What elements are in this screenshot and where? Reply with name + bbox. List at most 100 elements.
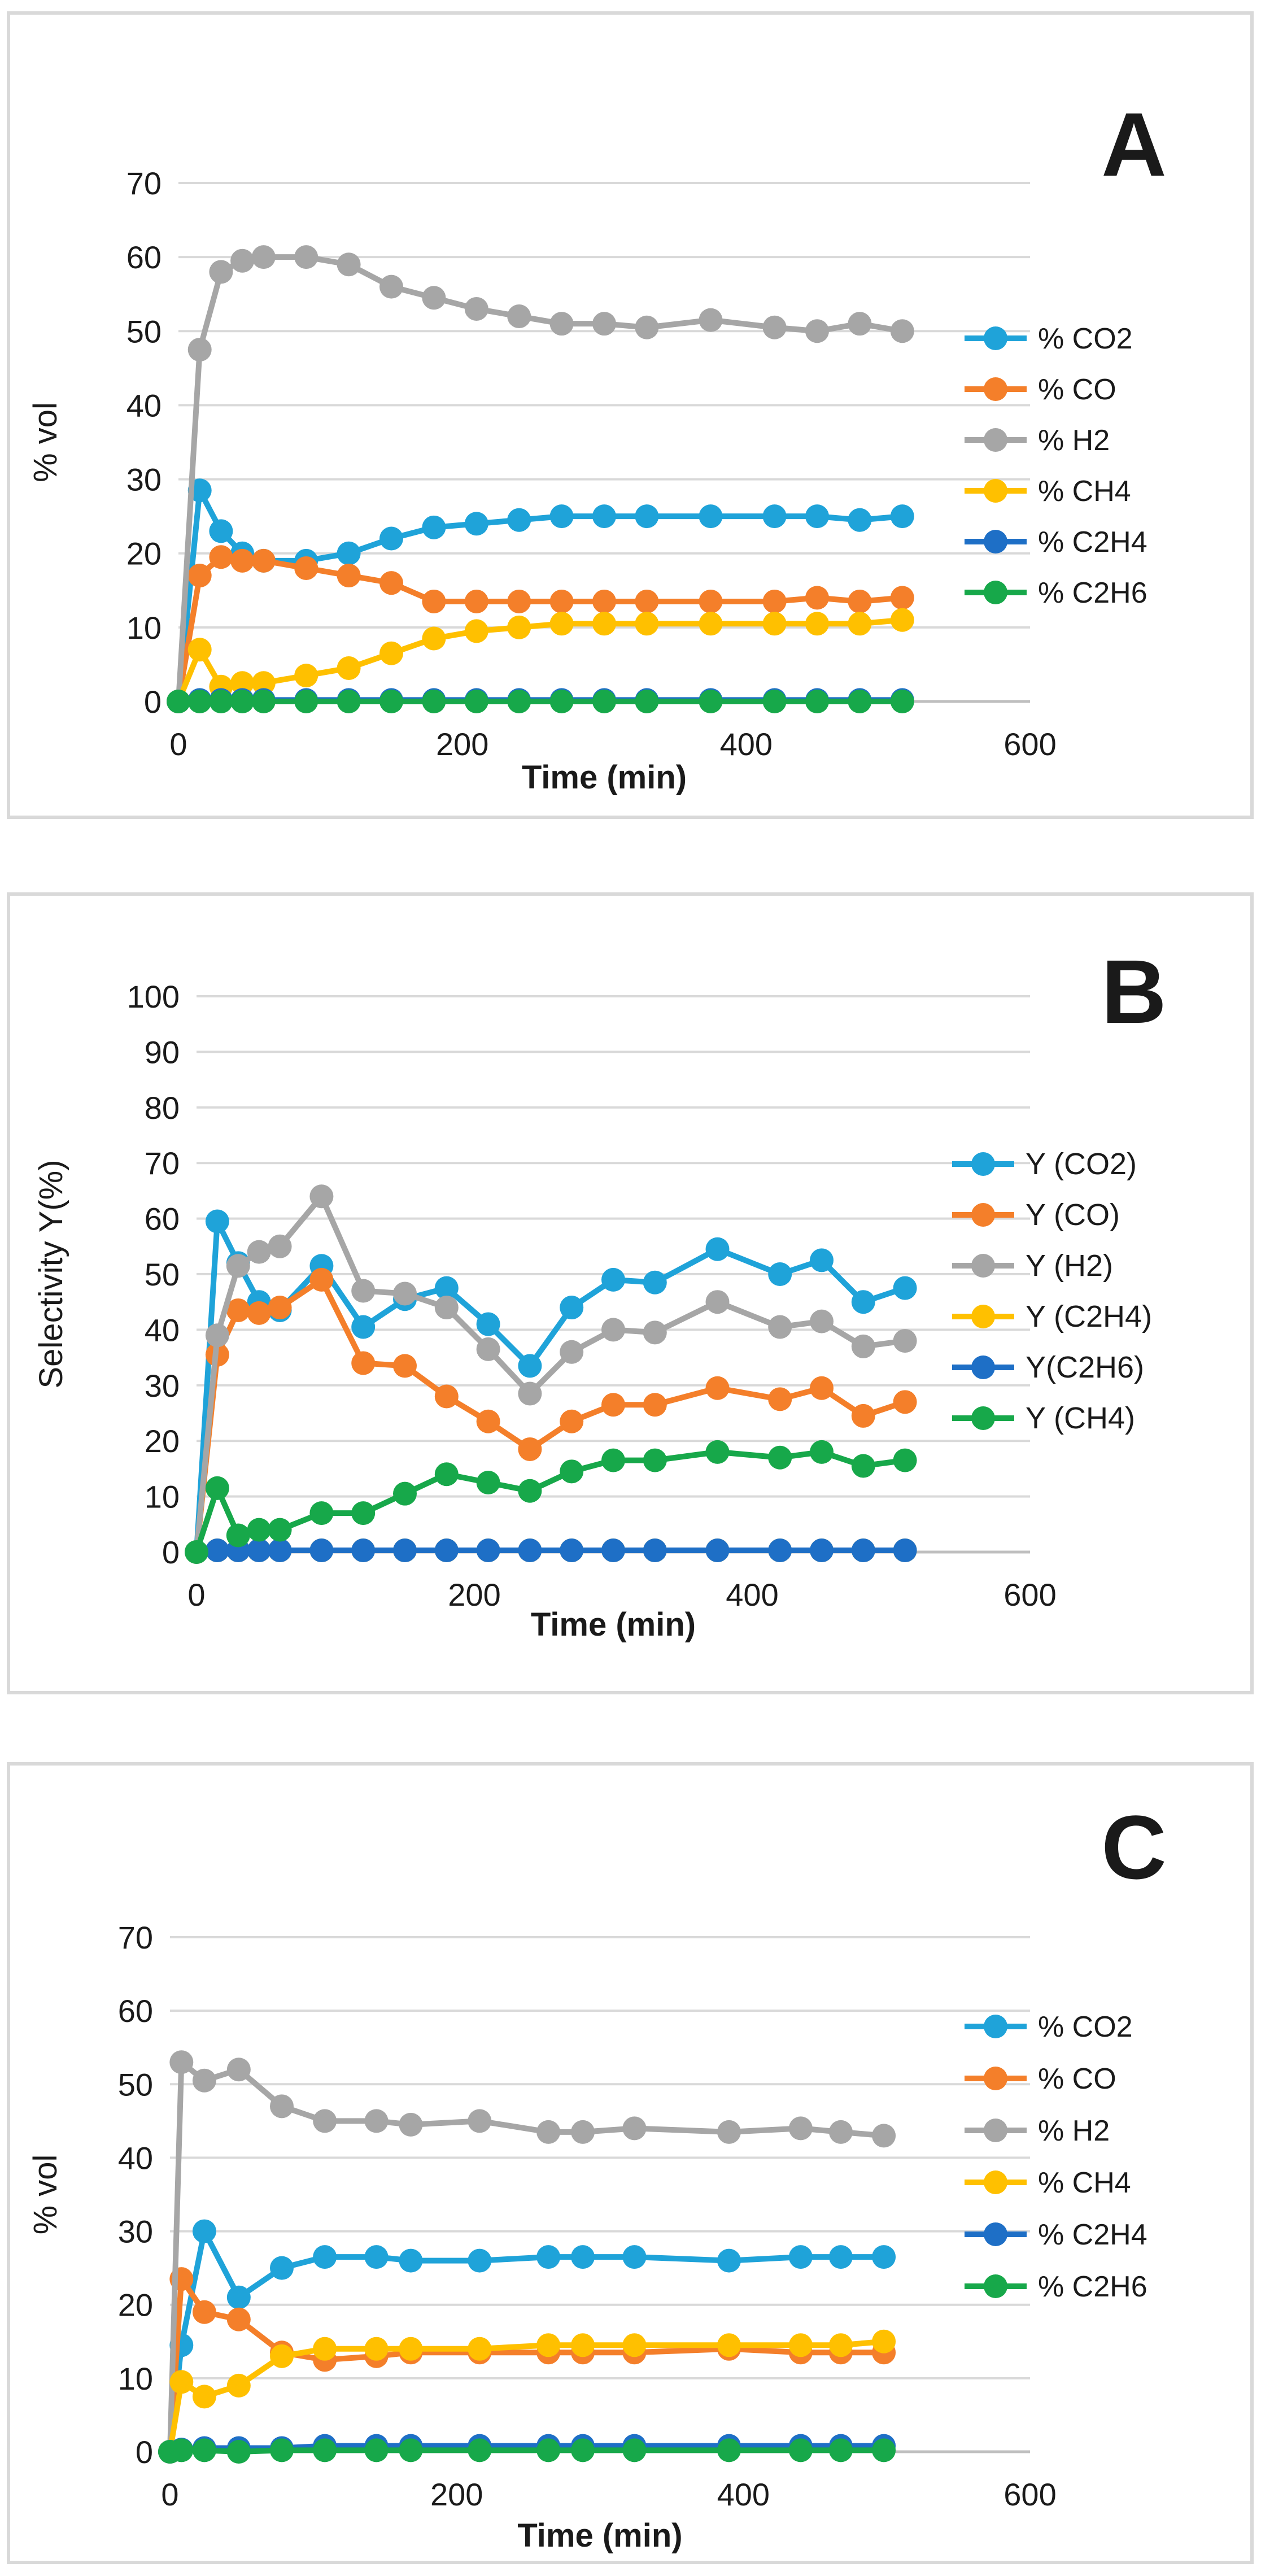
chart-c-legend-swatch-marker <box>984 2015 1007 2038</box>
chart-c-data-point <box>717 2333 741 2357</box>
chart-a-data-point <box>592 589 616 613</box>
chart-b-data-point <box>601 1318 625 1342</box>
chart-b-data-point <box>434 1296 459 1320</box>
chart-c-data-point <box>399 2112 423 2137</box>
chart-b-y-tick-label: 50 <box>145 1257 180 1292</box>
chart-a-legend-swatch-marker <box>984 581 1007 604</box>
chart-c-data-point <box>313 2109 337 2133</box>
chart-a-y-axis-title: % vol <box>27 402 64 482</box>
chart-b-data-point <box>518 1381 542 1406</box>
chart-b-data-point <box>601 1448 625 1472</box>
chart-b-data-point <box>309 1267 334 1292</box>
chart-c-data-point <box>872 2438 896 2462</box>
chart-b-y-tick-label: 20 <box>145 1423 180 1459</box>
chart-b-legend-swatch-marker <box>971 1406 995 1430</box>
chart-a-legend-entry: % CO <box>1038 373 1116 406</box>
chart-c-legend-swatch-marker <box>984 2222 1007 2246</box>
chart-b-data-point <box>309 1184 334 1209</box>
chart-b-data-point <box>893 1276 917 1300</box>
chart-a-x-tick-label: 600 <box>1003 726 1056 762</box>
chart-a-data-point <box>464 512 488 536</box>
chart-b-data-point <box>643 1270 667 1294</box>
chart-b-data-point <box>601 1538 625 1563</box>
chart-a-data-point <box>762 690 787 713</box>
chart-b-y-tick-label: 10 <box>145 1479 180 1515</box>
chart-b-y-tick-label: 70 <box>145 1145 180 1181</box>
chart-b-data-point <box>434 1462 459 1487</box>
chart-a-data-point <box>699 504 723 529</box>
chart-c-data-point <box>226 2373 251 2398</box>
chart-a-data-point <box>187 690 212 713</box>
chart-c-x-tick-label: 200 <box>430 2477 483 2512</box>
chart-c-data-point <box>192 2438 216 2462</box>
chart-panel-b: 0 10 20 30 40 50 60 70 80 90 100 0 200 400 600 Time (mi… <box>7 892 1254 1694</box>
chart-b-legend-entry: Y (CO) <box>1026 1198 1120 1232</box>
chart-c-data-point <box>364 2245 389 2269</box>
chart-a-legend-swatch-marker <box>984 479 1007 503</box>
chart-b-data-point <box>810 1248 834 1272</box>
chart-c-data-point <box>364 2109 389 2133</box>
chart-a-data-point <box>805 612 829 636</box>
chart-b-data-point <box>268 1234 292 1258</box>
chart-c-data-point <box>536 2245 561 2269</box>
chart-a-data-point <box>635 315 659 339</box>
chart-b-data-point <box>560 1340 584 1364</box>
chart-a-x-tick-label: 0 <box>169 726 187 762</box>
chart-c-data-point <box>468 2248 492 2273</box>
chart-a-data-point <box>805 586 829 610</box>
chart-b-data-point <box>476 1312 500 1336</box>
chart-c-data-point <box>536 2333 561 2357</box>
chart-a-x-tick-label: 400 <box>720 726 773 762</box>
chart-a-data-point <box>549 612 574 636</box>
chart-c-data-point <box>828 2120 853 2144</box>
chart-a-y-tick-label: 10 <box>126 610 162 646</box>
chart-b-data-point <box>643 1448 667 1472</box>
chart-a-data-point <box>187 638 212 662</box>
chart-c-data-point <box>788 2116 813 2141</box>
chart-a-data-point <box>507 615 531 639</box>
chart-c-data-point <box>788 2245 813 2269</box>
chart-a-data-point <box>635 589 659 613</box>
chart-a-data-point <box>805 319 829 343</box>
chart-c-data-point <box>571 2245 595 2269</box>
chart-c-data-point <box>872 2245 896 2269</box>
chart-c-data-point <box>536 2120 561 2144</box>
chart-b-data-point <box>893 1448 917 1472</box>
chart-b-legend-entry: Y (CO2) <box>1026 1147 1137 1181</box>
chart-a-data-point <box>848 690 872 713</box>
chart-b-data-point <box>434 1538 459 1563</box>
chart-a-data-point <box>592 690 616 713</box>
chart-b-series-line <box>194 1218 906 1553</box>
chart-b-data-point <box>476 1471 500 1494</box>
chart-c-y-tick-label: 70 <box>118 1920 153 1955</box>
chart-c-legend-entry: % CH4 <box>1038 2167 1131 2199</box>
chart-a-data-point <box>337 252 361 277</box>
chart-b-data-point <box>518 1538 542 1563</box>
chart-c-y-tick-label: 10 <box>118 2361 153 2396</box>
chart-b-data-point <box>351 1315 376 1339</box>
chart-b-data-point <box>643 1393 667 1417</box>
chart-a-x-axis-title: Time (min) <box>522 759 687 796</box>
chart-a-data-point <box>848 508 872 532</box>
chart-b-series-line <box>194 1193 906 1553</box>
chart-b-data-point <box>205 1538 229 1563</box>
chart-a-data-point <box>635 612 659 636</box>
chart-a-data-point <box>294 245 318 269</box>
chart-a-y-tick-label: 0 <box>144 684 162 720</box>
chart-a-data-point <box>230 548 255 573</box>
chart-a-panel-label: A <box>1101 94 1167 195</box>
chart-a-y-tick-label: 20 <box>126 536 162 572</box>
chart-b-data-point <box>393 1538 417 1563</box>
chart-a-y-tick-label: 60 <box>126 239 162 275</box>
chart-c-data-point <box>313 2337 337 2361</box>
chart-b-data-point <box>268 1296 292 1320</box>
chart-a-data-point <box>635 690 659 713</box>
chart-c-legend-entry: % C2H4 <box>1038 2218 1147 2251</box>
chart-b-data-point <box>768 1538 792 1563</box>
chart-b-data-point <box>601 1267 625 1292</box>
chart-a-series-line <box>176 487 903 702</box>
chart-a-data-point <box>187 338 212 362</box>
chart-b-y-tick-label: 0 <box>162 1535 180 1570</box>
chart-a-data-point <box>549 690 574 713</box>
chart-a-data-point <box>762 504 787 529</box>
